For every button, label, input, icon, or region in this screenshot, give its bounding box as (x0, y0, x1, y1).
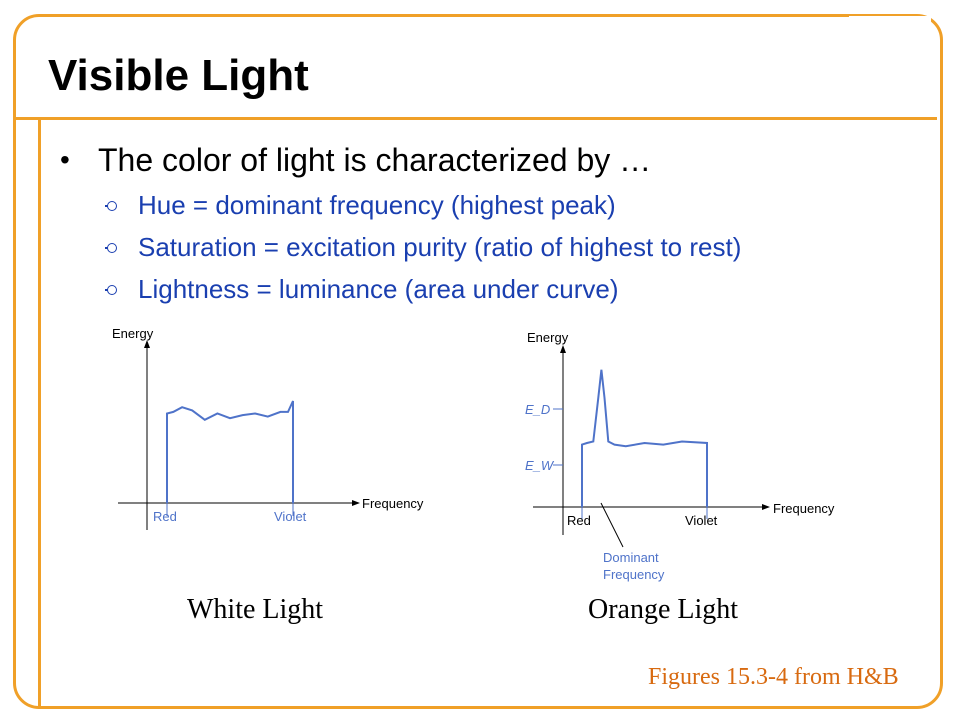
sub-bullet-text: Saturation = excitation purity (ratio of… (138, 232, 742, 262)
x-tick-red: Red (567, 513, 591, 528)
orange-light-chart: Energy Frequency E_D E_W Red Violet Domi… (525, 330, 835, 582)
y-axis-label: Energy (527, 330, 569, 345)
sub-bullet-ring-icon (105, 243, 117, 253)
main-bullet: • The color of light is characterized by… (60, 136, 930, 184)
x-tick-violet: Violet (274, 509, 307, 524)
y-tick-ed: E_D (525, 402, 550, 417)
main-bullet-text: The color of light is characterized by … (98, 142, 652, 178)
x-axis-label: Frequency (773, 501, 835, 516)
corner-patch (849, 16, 931, 120)
bullet-dot-icon: • (60, 144, 70, 175)
sub-bullet-lightness: Lightness = luminance (area under curve) (60, 268, 930, 310)
left-rule (38, 120, 41, 709)
caption-white-light: White Light (187, 594, 324, 625)
sub-bullet-hue: Hue = dominant frequency (highest peak) (60, 184, 930, 226)
spectrum-curve (166, 400, 294, 503)
y-axis-arrow-icon (144, 340, 150, 348)
caption-orange-light: Orange Light (588, 594, 739, 625)
sub-bullet-text: Lightness = luminance (area under curve) (138, 274, 619, 304)
x-axis-arrow-icon (762, 504, 770, 510)
dominant-label-line2: Frequency (603, 567, 665, 582)
spectrum-curve (581, 369, 708, 507)
x-tick-red: Red (153, 509, 177, 524)
x-tick-violet: Violet (685, 513, 718, 528)
y-tick-ew: E_W (525, 458, 555, 473)
sub-bullet-saturation: Saturation = excitation purity (ratio of… (60, 226, 930, 268)
sub-bullet-text: Hue = dominant frequency (highest peak) (138, 190, 616, 220)
dominant-label-line1: Dominant (603, 550, 659, 565)
white-light-chart: Energy Frequency Red Violet (112, 326, 424, 530)
x-axis-label: Frequency (362, 496, 424, 511)
y-axis-arrow-icon (560, 345, 566, 353)
x-axis-arrow-icon (352, 500, 360, 506)
y-axis-label: Energy (112, 326, 154, 341)
dominant-leader-line (600, 502, 624, 548)
bullet-list: • The color of light is characterized by… (60, 136, 930, 310)
sub-bullet-ring-icon (105, 285, 117, 295)
title-rule (15, 117, 937, 120)
sub-bullet-ring-icon (105, 201, 117, 211)
figure-credit: Figures 15.3-4 from H&B (648, 664, 899, 690)
slide-title: Visible Light (48, 51, 309, 100)
slide-frame (13, 14, 943, 709)
